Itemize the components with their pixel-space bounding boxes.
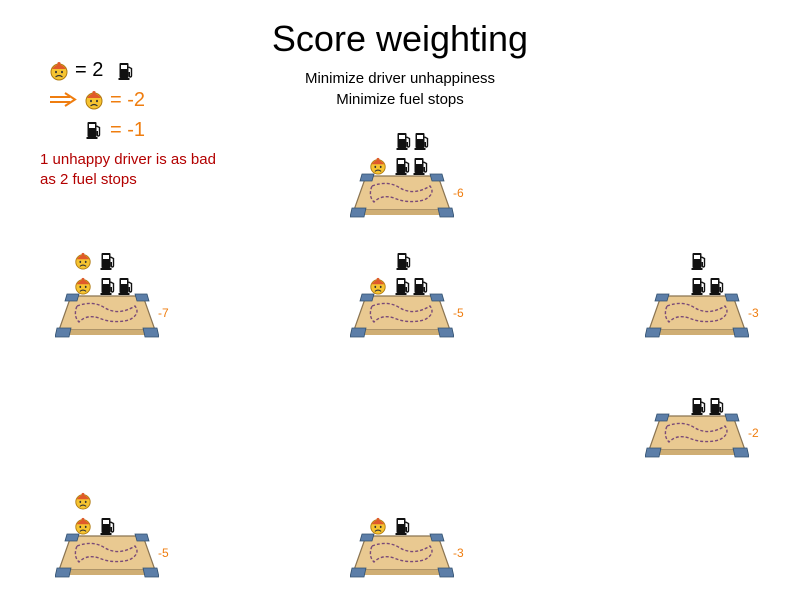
fuel-pump-icon xyxy=(708,276,726,296)
solution-score: -5 xyxy=(158,546,169,560)
driver-icon xyxy=(369,156,387,176)
fuel-pump-icon xyxy=(413,131,431,151)
driver-icon xyxy=(49,61,69,81)
driver-icon xyxy=(84,90,104,110)
arrow-right-icon xyxy=(50,92,77,107)
fuel-pump-icon xyxy=(86,120,102,140)
driver-icon xyxy=(369,516,387,536)
driver-icon xyxy=(74,251,92,271)
fuel-pump-icon xyxy=(394,276,412,296)
fuel-pump-icon xyxy=(117,276,135,296)
solution-score: -7 xyxy=(158,306,169,320)
route-map-icon xyxy=(645,292,749,338)
fuel-pump-icon xyxy=(690,251,708,271)
fuel-pump-icon xyxy=(118,61,134,81)
weighting-note-line-1: 1 unhappy driver is as bad xyxy=(40,151,216,168)
route-map-icon xyxy=(350,172,454,218)
driver-icon xyxy=(74,276,92,296)
fuel-pump-icon xyxy=(99,276,117,296)
weight-equation: = 2 xyxy=(75,59,104,81)
fuel-pump-icon xyxy=(708,396,726,416)
weighting-note-line-2: as 2 fuel stops xyxy=(40,171,137,188)
solution-score: -3 xyxy=(453,546,464,560)
route-map-icon xyxy=(350,532,454,578)
route-map-icon xyxy=(350,292,454,338)
solution-score: -5 xyxy=(453,306,464,320)
route-map-icon xyxy=(55,532,159,578)
fuel-pump-icon xyxy=(690,276,708,296)
driver-icon xyxy=(74,491,92,511)
page-title: Score weighting xyxy=(271,18,529,59)
weighting-note: 1 unhappy driver is as bad as 2 fuel sto… xyxy=(40,150,260,190)
driver-icon xyxy=(74,516,92,536)
objective-driver-unhappiness: Minimize driver unhappiness xyxy=(304,70,496,87)
fuel-pump-icon xyxy=(690,396,708,416)
fuel-pump-icon xyxy=(99,251,117,271)
fuel-pump-icon xyxy=(394,156,412,176)
driver-score: = -2 xyxy=(110,89,146,111)
fuel-pump-icon xyxy=(412,276,430,296)
solution-score: -3 xyxy=(748,306,759,320)
solution-score: -6 xyxy=(453,186,464,200)
fuel-pump-icon xyxy=(395,251,413,271)
driver-icon xyxy=(369,276,387,296)
fuel-score: = -1 xyxy=(110,119,146,141)
route-map-icon xyxy=(55,292,159,338)
fuel-pump-icon xyxy=(395,131,413,151)
solution-score: -2 xyxy=(748,426,759,440)
fuel-pump-icon xyxy=(99,516,117,536)
objective-fuel-stops: Minimize fuel stops xyxy=(336,91,464,108)
route-map-icon xyxy=(645,412,749,458)
fuel-pump-icon xyxy=(412,156,430,176)
fuel-pump-icon xyxy=(394,516,412,536)
